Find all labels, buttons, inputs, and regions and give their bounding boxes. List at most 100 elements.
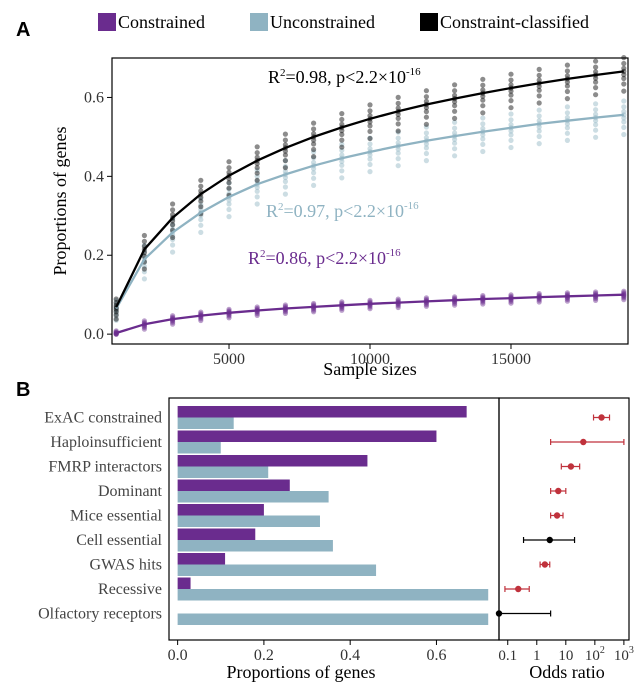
point-unconstrained-16-3: [564, 121, 571, 127]
point-classified-9-6: [367, 108, 373, 114]
point-unconstrained-9-3: [367, 152, 373, 158]
point-unconstrained-13-2: [480, 136, 486, 142]
point-classified-14-3: [508, 88, 514, 94]
bar-unconstrained-5: [177, 540, 333, 552]
point-unconstrained-1-0: [141, 276, 147, 282]
point-classified-12-0: [452, 115, 458, 121]
annotation-classified: R2=0.98, p<2.2×10-16: [268, 66, 421, 87]
point-classified-11-2: [423, 109, 429, 115]
point-unconstrained-4-0: [226, 214, 232, 220]
point-classified-7-2: [311, 141, 317, 147]
point-classified-13-7: [480, 76, 486, 82]
bar-constrained-6: [177, 553, 226, 565]
x-tick-label-or-0: 0.1: [498, 648, 517, 664]
point-constrained-12-1: [452, 300, 458, 306]
point-classified-12-1: [452, 108, 458, 114]
point-constrained-12-7: [452, 294, 458, 300]
point-classified-18-0: [621, 88, 627, 94]
point-constrained-4-7: [226, 306, 232, 312]
annotation-unconstrained: R2=0.97, p<2.2×10-16: [266, 200, 419, 221]
point-constrained-9-1: [367, 304, 373, 310]
point-classified-8-6: [339, 116, 345, 123]
point-constrained-10-7: [395, 296, 401, 302]
y-tick-label-a-2: 0.4: [84, 168, 104, 185]
point-constrained-10-0: [395, 304, 401, 311]
point-unconstrained-5-3: [254, 184, 260, 190]
panel-a-ylabel: Proportions of genes: [50, 127, 70, 276]
point-unconstrained-15-2: [536, 128, 542, 134]
point-classified-9-7: [367, 102, 373, 108]
point-constrained-16-0: [564, 298, 571, 304]
x-tick-label-or-2: 10: [558, 648, 573, 664]
point-unconstrained-13-0: [480, 148, 486, 155]
point-classified-3-2: [198, 198, 204, 204]
point-unconstrained-5-0: [254, 201, 260, 207]
point-unconstrained-8-6: [339, 147, 345, 153]
point-classified-17-6: [593, 64, 599, 70]
point-unconstrained-16-1: [564, 130, 571, 136]
point-classified-0-1: [113, 312, 119, 318]
point-constrained-5-7: [254, 304, 260, 310]
point-classified-16-7: [564, 62, 571, 68]
point-unconstrained-8-3: [339, 158, 345, 164]
point-classified-5-2: [254, 165, 260, 171]
point-unconstrained-10-6: [395, 135, 401, 141]
annotation-constrained: R2=0.86, p<2.2×10-16: [248, 247, 401, 268]
point-classified-9-1: [367, 128, 373, 134]
panel-a-points: [113, 55, 627, 337]
point-unconstrained-11-6: [423, 130, 429, 136]
point-classified-15-0: [536, 100, 542, 106]
point-classified-5-5: [254, 154, 260, 160]
point-unconstrained-14-2: [508, 132, 514, 138]
point-constrained-4-1: [226, 313, 232, 319]
point-unconstrained-4-1: [226, 206, 232, 213]
point-classified-13-5: [480, 87, 486, 93]
point-classified-6-3: [282, 148, 288, 154]
point-constrained-1-0: [141, 326, 147, 332]
point-classified-16-5: [564, 73, 571, 79]
point-unconstrained-9-2: [367, 156, 373, 162]
category-label-6: GWAS hits: [90, 557, 162, 574]
point-classified-6-0: [282, 165, 288, 171]
point-unconstrained-6-2: [282, 178, 288, 185]
point-unconstrained-5-1: [254, 194, 260, 200]
point-classified-15-2: [536, 87, 542, 93]
category-label-0: ExAC constrained: [44, 410, 162, 427]
bar-unconstrained-2: [177, 466, 269, 478]
point-classified-14-1: [508, 98, 514, 104]
point-unconstrained-14-7: [508, 111, 514, 117]
point-classified-4-2: [226, 180, 232, 186]
bar-constrained-4: [177, 504, 264, 516]
point-unconstrained-4-6: [226, 186, 232, 192]
x-tick-label-or-1: 1: [533, 648, 541, 664]
point-unconstrained-8-0: [339, 175, 345, 181]
point-unconstrained-16-2: [564, 125, 571, 131]
legend-label-constrained: Constrained: [118, 12, 205, 32]
point-classified-15-7: [536, 66, 542, 72]
or-point-1: [580, 438, 587, 446]
point-unconstrained-7-3: [311, 166, 317, 172]
point-constrained-18-4: [621, 292, 627, 298]
point-unconstrained-1-2: [141, 263, 147, 269]
bar-constrained-7: [177, 577, 191, 589]
point-unconstrained-1-1: [141, 269, 147, 275]
panel-b-axes: ExAC constrained Haploinsufficient FMRP in…: [38, 410, 634, 665]
point-classified-15-3: [536, 83, 542, 89]
point-unconstrained-3-2: [198, 217, 204, 223]
point-unconstrained-15-1: [536, 133, 542, 140]
point-unconstrained-18-6: [621, 104, 627, 110]
point-unconstrained-11-7: [423, 124, 429, 130]
point-classified-12-7: [452, 82, 458, 88]
or-point-2: [567, 463, 575, 470]
point-unconstrained-14-1: [508, 137, 514, 143]
point-classified-8-7: [339, 111, 345, 117]
point-unconstrained-8-5: [339, 152, 345, 158]
or-point-7: [515, 585, 522, 593]
point-classified-2-6: [170, 207, 176, 213]
point-classified-15-5: [536, 77, 542, 83]
legend-swatch-constrained: [98, 13, 116, 31]
point-unconstrained-0-0: [113, 317, 119, 323]
point-unconstrained-11-3: [423, 141, 429, 147]
point-classified-16-0: [564, 96, 571, 102]
panel-b-xlabel: Proportions of genes: [227, 662, 376, 682]
